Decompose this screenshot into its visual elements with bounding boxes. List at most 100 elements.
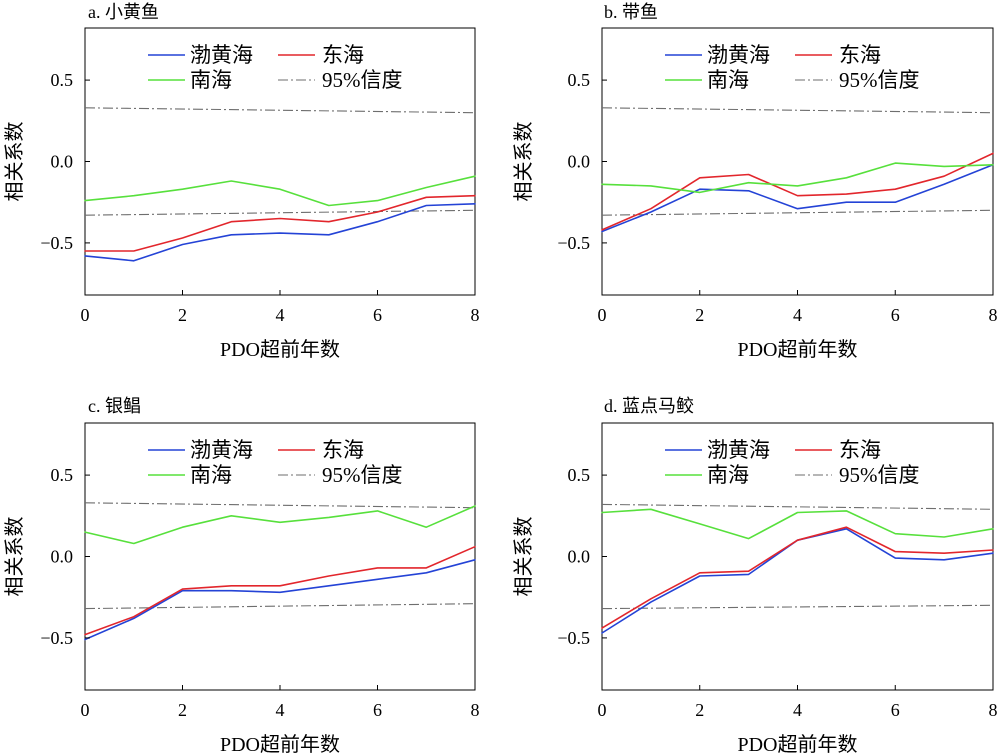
legend-label-south-china-sea: 南海 bbox=[707, 68, 749, 92]
panel-title: d. 蓝点马鲛 bbox=[604, 396, 694, 416]
y-tick-label: 0.5 bbox=[568, 70, 591, 90]
x-tick-label: 6 bbox=[373, 305, 382, 325]
y-tick-label: −0.5 bbox=[40, 233, 73, 253]
legend-item-bohai-yellow-sea: 渤黄海 bbox=[665, 438, 770, 462]
y-tick-label: 0.0 bbox=[568, 152, 591, 172]
x-tick-label: 4 bbox=[276, 305, 285, 325]
panel-title: c. 银鲳 bbox=[88, 396, 141, 416]
plot-frame bbox=[601, 27, 994, 296]
bohai-yellow-sea-line bbox=[84, 558, 476, 641]
y-axis-label: 相关系数 bbox=[3, 517, 26, 597]
legend-label-confidence-95: 95%信度 bbox=[322, 463, 403, 487]
x-tick-label: 6 bbox=[891, 305, 900, 325]
y-tick-label: 0.0 bbox=[568, 547, 591, 567]
legend-label-east-china-sea: 东海 bbox=[322, 438, 364, 462]
legend-label-confidence-95: 95%信度 bbox=[839, 463, 920, 487]
y-axis-label: 相关系数 bbox=[512, 122, 535, 202]
legend-label-south-china-sea: 南海 bbox=[707, 463, 749, 487]
legend-label-bohai-yellow-sea: 渤黄海 bbox=[707, 43, 770, 67]
x-tick-label: 6 bbox=[891, 700, 900, 720]
x-tick-label: 8 bbox=[989, 700, 998, 720]
x-tick-label: 0 bbox=[598, 700, 607, 720]
legend-item-confidence-95: 95%信度 bbox=[795, 463, 920, 487]
y-tick-label: 0.0 bbox=[51, 547, 74, 567]
plot-frame bbox=[601, 422, 994, 691]
legend-item-south-china-sea: 南海 bbox=[665, 68, 749, 92]
y-tick-label: −0.5 bbox=[557, 233, 590, 253]
legend-label-confidence-95: 95%信度 bbox=[839, 68, 920, 92]
east-china-sea-line bbox=[84, 545, 476, 636]
x-tick-label: 2 bbox=[178, 700, 187, 720]
legend-label-bohai-yellow-sea: 渤黄海 bbox=[190, 43, 253, 67]
bohai-yellow-sea-line bbox=[84, 203, 476, 262]
east-china-sea-line bbox=[84, 194, 476, 252]
plot-frame bbox=[84, 422, 476, 691]
panel-title: b. 带鱼 bbox=[604, 2, 658, 22]
x-tick-label: 0 bbox=[81, 700, 90, 720]
x-tick-label: 2 bbox=[695, 305, 704, 325]
legend-label-east-china-sea: 东海 bbox=[839, 438, 881, 462]
legend-item-east-china-sea: 东海 bbox=[795, 438, 881, 462]
legend-label-south-china-sea: 南海 bbox=[190, 463, 232, 487]
x-tick-label: 4 bbox=[276, 700, 285, 720]
x-tick-label: 2 bbox=[178, 305, 187, 325]
legend-item-bohai-yellow-sea: 渤黄海 bbox=[148, 438, 253, 462]
x-tick-label: 8 bbox=[471, 700, 480, 720]
x-tick-label: 8 bbox=[471, 305, 480, 325]
x-axis-label: PDO超前年数 bbox=[220, 338, 340, 361]
legend-item-east-china-sea: 东海 bbox=[795, 43, 881, 67]
legend-item-south-china-sea: 南海 bbox=[148, 68, 232, 92]
x-tick-label: 4 bbox=[793, 305, 802, 325]
legend-label-bohai-yellow-sea: 渤黄海 bbox=[707, 438, 770, 462]
y-tick-label: 0.5 bbox=[51, 465, 74, 485]
panel-d: d. 蓝点马鲛 0 2 4 6 8 −0.5 0.0 0.5 PDO超前年数 相关系数 渤黄海 东海南海… bbox=[512, 396, 998, 756]
legend-label-bohai-yellow-sea: 渤黄海 bbox=[190, 438, 253, 462]
legend-item-confidence-95: 95%信度 bbox=[795, 68, 920, 92]
south-china-sea-line bbox=[84, 505, 476, 545]
y-axis-label: 相关系数 bbox=[3, 122, 26, 202]
legend-item-south-china-sea: 南海 bbox=[665, 463, 749, 487]
confidence-95-lower-line bbox=[84, 209, 476, 216]
confidence-95-upper-line bbox=[84, 502, 476, 509]
legend-item-east-china-sea: 东海 bbox=[278, 43, 364, 67]
legend-label-east-china-sea: 东海 bbox=[839, 43, 881, 67]
south-china-sea-line bbox=[601, 508, 994, 540]
y-tick-label: 0.0 bbox=[51, 152, 74, 172]
east-china-sea-line bbox=[601, 526, 994, 629]
bohai-yellow-sea-line bbox=[601, 527, 994, 634]
x-tick-label: 2 bbox=[695, 700, 704, 720]
south-china-sea-line bbox=[601, 162, 994, 194]
legend-label-east-china-sea: 东海 bbox=[322, 43, 364, 67]
legend-item-east-china-sea: 东海 bbox=[278, 438, 364, 462]
x-tick-label: 8 bbox=[989, 305, 998, 325]
legend-item-confidence-95: 95%信度 bbox=[278, 463, 403, 487]
legend-item-south-china-sea: 南海 bbox=[148, 463, 232, 487]
y-tick-label: 0.5 bbox=[568, 465, 591, 485]
confidence-95-lower-line bbox=[601, 604, 994, 610]
confidence-95-upper-line bbox=[601, 503, 994, 510]
plot-frame bbox=[84, 27, 476, 296]
x-axis-label: PDO超前年数 bbox=[737, 338, 857, 361]
y-axis-label: 相关系数 bbox=[512, 517, 535, 597]
confidence-95-lower-line bbox=[84, 603, 476, 610]
x-tick-label: 0 bbox=[598, 305, 607, 325]
bohai-yellow-sea-line bbox=[601, 164, 994, 233]
confidence-95-upper-line bbox=[84, 107, 476, 114]
x-axis-label: PDO超前年数 bbox=[737, 733, 857, 756]
x-tick-label: 4 bbox=[793, 700, 802, 720]
panel-title: a. 小黄鱼 bbox=[88, 2, 159, 22]
legend-label-south-china-sea: 南海 bbox=[190, 68, 232, 92]
east-china-sea-line bbox=[601, 152, 994, 231]
confidence-95-lower-line bbox=[601, 209, 994, 216]
legend-item-confidence-95: 95%信度 bbox=[278, 68, 403, 92]
y-tick-label: −0.5 bbox=[40, 628, 73, 648]
x-axis-label: PDO超前年数 bbox=[220, 733, 340, 756]
y-tick-label: −0.5 bbox=[557, 628, 590, 648]
confidence-95-upper-line bbox=[601, 107, 994, 114]
